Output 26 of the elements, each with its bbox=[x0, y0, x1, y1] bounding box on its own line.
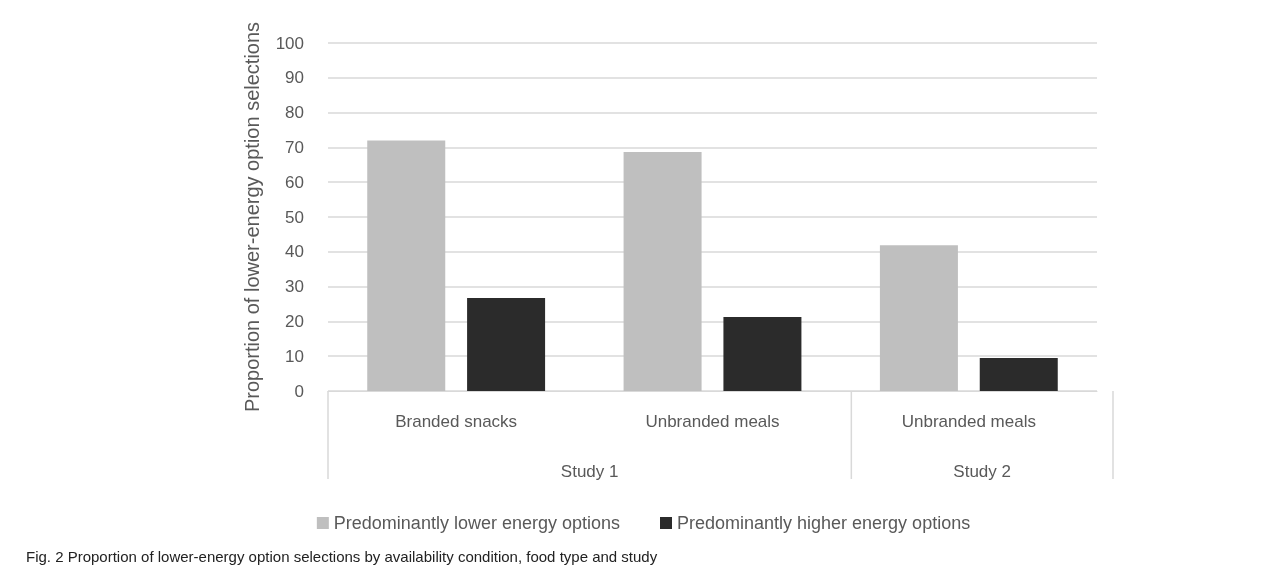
text: Study 1 bbox=[560, 461, 619, 481]
text: Study 2 bbox=[953, 461, 1011, 481]
y-tick-label: 90 bbox=[285, 68, 304, 88]
bar bbox=[623, 151, 702, 391]
y-tick-label: 100 bbox=[275, 33, 304, 53]
legend-label: Predominantly lower energy options bbox=[333, 513, 620, 533]
bar bbox=[367, 140, 446, 391]
bar bbox=[979, 357, 1058, 391]
bar bbox=[879, 245, 958, 391]
x-tick-label: Branded snacks bbox=[395, 412, 518, 431]
y-tick-label: 40 bbox=[285, 242, 304, 262]
x-tick-label: Unbranded meals bbox=[901, 412, 1036, 431]
y-tick-label: 60 bbox=[285, 172, 304, 192]
y-tick-label: 20 bbox=[285, 311, 304, 331]
y-tick-label: 50 bbox=[285, 207, 304, 227]
y-tick-label: 30 bbox=[285, 277, 304, 297]
bar bbox=[723, 316, 802, 391]
legend-label: Predominantly higher energy options bbox=[676, 513, 971, 533]
y-tick-label: 10 bbox=[285, 346, 304, 366]
y-tick-label: 0 bbox=[294, 381, 304, 401]
caption: Fig. 2 Proportion of lower-energy option selections by availability condition, food type and study bbox=[26, 547, 658, 565]
y-axis-title: Proportion of lower-energy option selections bbox=[240, 21, 263, 413]
y-tick-label: 70 bbox=[285, 137, 304, 157]
bar bbox=[467, 298, 546, 391]
y-tick-label: 80 bbox=[285, 103, 304, 123]
x-tick-label: Unbranded meals bbox=[645, 412, 780, 431]
